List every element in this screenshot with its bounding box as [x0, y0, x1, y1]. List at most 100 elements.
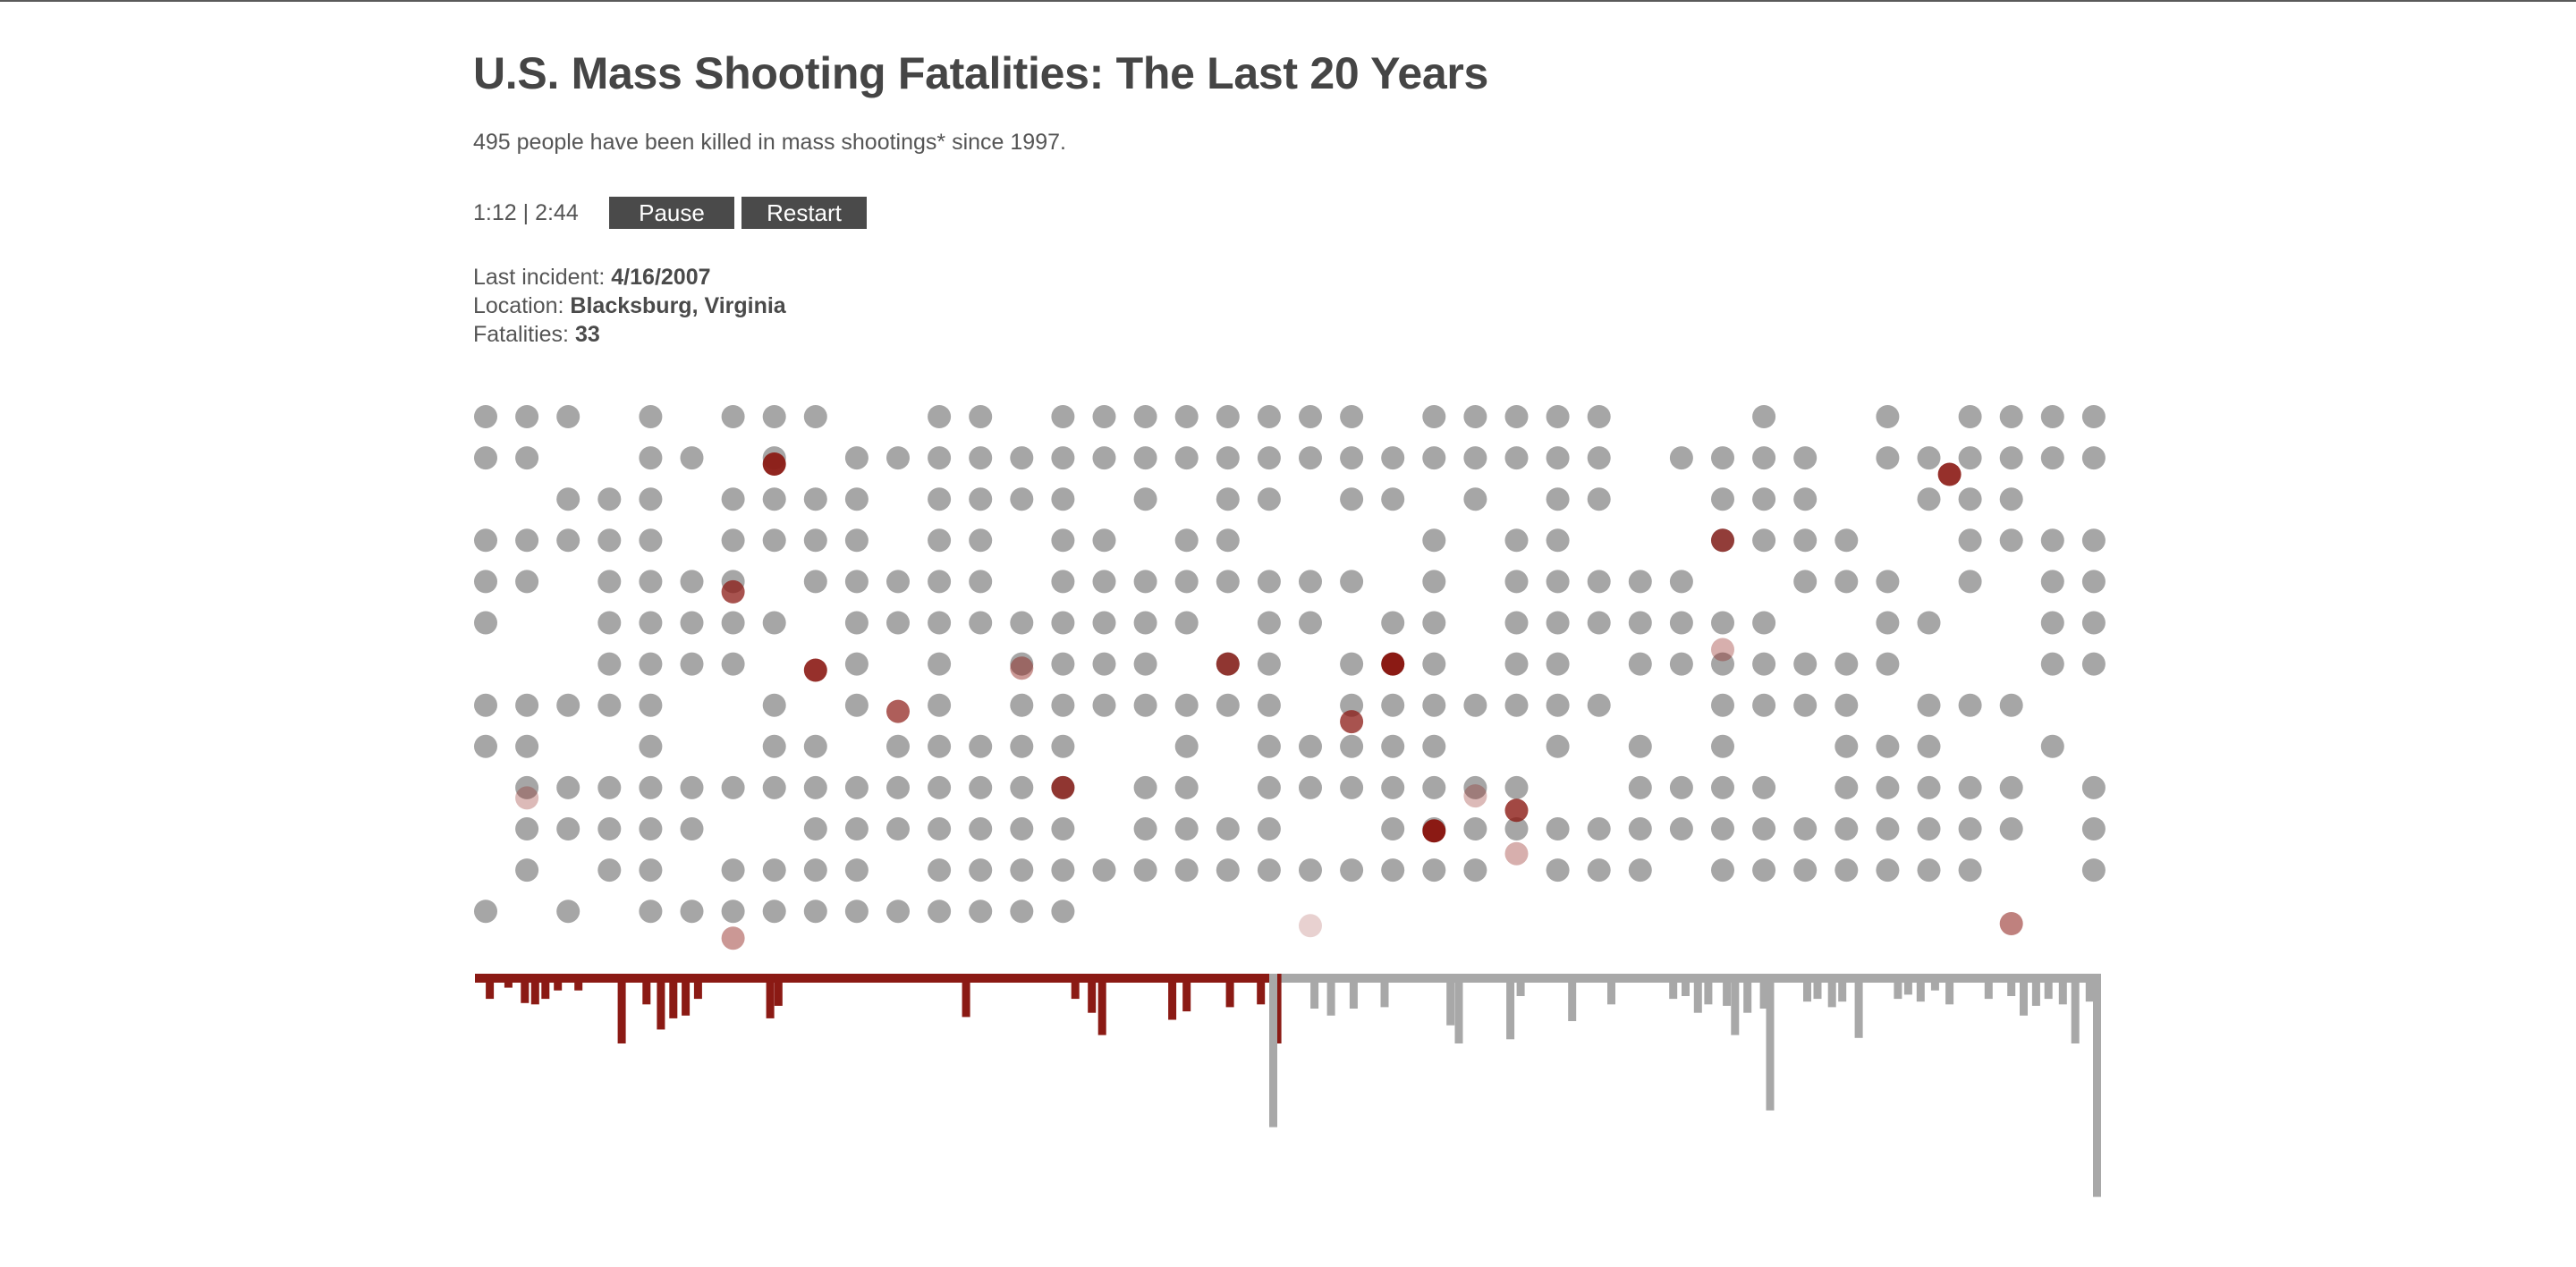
fatality-dot	[928, 487, 952, 511]
fatality-dot	[515, 693, 539, 717]
fatality-dot-highlight	[803, 658, 827, 682]
incident-bar	[1454, 974, 1463, 1043]
fatality-dot	[928, 900, 952, 924]
incident-bar	[1182, 974, 1191, 1012]
fatality-dot	[680, 775, 704, 799]
fatality-dot	[1463, 775, 1487, 799]
fatality-dot	[1174, 858, 1199, 883]
fatality-dot	[1381, 734, 1405, 758]
fatality-dot	[1587, 611, 1611, 635]
fatality-dot	[1422, 446, 1446, 470]
fatality-dot	[1381, 446, 1405, 470]
fatality-dot	[721, 900, 745, 924]
fatality-dot	[1999, 775, 2023, 799]
fatality-dot	[1051, 611, 1075, 635]
fatality-dot	[474, 570, 497, 594]
incident-date-value: 4/16/2007	[611, 265, 711, 290]
fatality-dot	[1381, 693, 1405, 717]
fatality-dot	[1257, 817, 1281, 840]
fatality-dot	[1876, 858, 1900, 883]
fatality-dot	[2040, 405, 2064, 428]
fatality-dot	[1958, 570, 1982, 594]
fatality-dot-highlight	[1010, 656, 1034, 680]
fatality-dot	[1216, 405, 1240, 428]
fatality-dot	[844, 817, 869, 840]
fatality-dot-highlight	[1299, 914, 1322, 938]
fatality-dot	[2081, 405, 2106, 428]
incident-bar	[1326, 974, 1335, 1016]
fatality-dot	[2081, 652, 2106, 676]
fatality-dot	[844, 652, 869, 676]
fatality-dot	[1876, 734, 1900, 758]
fatality-dot	[639, 405, 663, 428]
incident-bar	[1803, 974, 1811, 1002]
fatality-dot	[928, 405, 952, 428]
fatality-dot	[556, 487, 580, 511]
fatality-dot	[1587, 487, 1611, 511]
incident-bar	[2071, 974, 2080, 1043]
fatality-dot	[556, 405, 580, 428]
fatality-dot	[1752, 652, 1776, 676]
fatality-dot	[1092, 693, 1116, 717]
fatality-dot	[1958, 487, 1982, 511]
fatality-dot	[1422, 528, 1446, 553]
fatality-dot	[1793, 817, 1818, 840]
fatality-dot	[1299, 775, 1322, 799]
fatality-dot	[1174, 570, 1199, 594]
fatality-dot-highlight	[762, 452, 786, 476]
fatality-dot	[1546, 693, 1570, 717]
fatality-dot	[1133, 817, 1157, 840]
fatality-dot	[969, 405, 993, 428]
fatality-dot	[762, 405, 786, 428]
incident-bar	[774, 974, 783, 1006]
restart-button[interactable]: Restart	[741, 197, 867, 229]
fatality-dot	[803, 858, 827, 883]
fatality-dot	[1299, 570, 1322, 594]
fatality-dot	[1422, 652, 1446, 676]
fatality-dot	[1917, 693, 1941, 717]
fatality-dot	[1051, 693, 1075, 717]
fatality-dot	[1504, 652, 1529, 676]
incident-bar	[1894, 974, 1902, 1000]
fatality-dot	[1133, 487, 1157, 511]
fatality-dot	[1628, 817, 1652, 840]
fatality-dot	[556, 528, 580, 553]
fatality-dot	[1216, 446, 1240, 470]
pause-button[interactable]: Pause	[609, 197, 734, 229]
fatality-dot	[1133, 570, 1157, 594]
fatality-dot	[474, 900, 497, 924]
fatality-dot	[886, 446, 910, 470]
fatality-dot-highlight	[1711, 528, 1734, 553]
fatality-dot	[1092, 446, 1116, 470]
fatality-dot	[556, 817, 580, 840]
elapsed-time: 1:12	[473, 199, 517, 225]
fatality-dot	[1174, 446, 1199, 470]
fatality-dot	[1422, 734, 1446, 758]
fatality-dot	[597, 570, 622, 594]
fatality-dot	[639, 446, 663, 470]
fatality-dot	[886, 734, 910, 758]
fatality-dot	[1546, 652, 1570, 676]
fatality-dot	[1711, 446, 1734, 470]
fatality-dot	[928, 693, 952, 717]
incident-bars	[475, 974, 2101, 1197]
incident-bar	[1916, 974, 1925, 1002]
fatality-dot	[1133, 611, 1157, 635]
incident-bar	[1088, 974, 1097, 1013]
fatality-dot	[803, 900, 827, 924]
fatality-dot	[1422, 611, 1446, 635]
fatality-dot	[1340, 775, 1364, 799]
fatality-dot	[844, 775, 869, 799]
fatality-dot	[1917, 734, 1941, 758]
fatality-dot-highlight	[515, 786, 539, 810]
fatality-dot	[1340, 652, 1364, 676]
incident-bar	[1827, 974, 1836, 1008]
fatality-dot	[803, 487, 827, 511]
incident-bar	[693, 974, 702, 1000]
fatality-dot	[1669, 570, 1693, 594]
fatality-dot	[803, 528, 827, 553]
fatality-dot	[844, 446, 869, 470]
fatality-dot-highlight	[886, 699, 910, 723]
fatality-dot	[1546, 734, 1570, 758]
incident-location-value: Blacksburg, Virginia	[570, 293, 786, 318]
